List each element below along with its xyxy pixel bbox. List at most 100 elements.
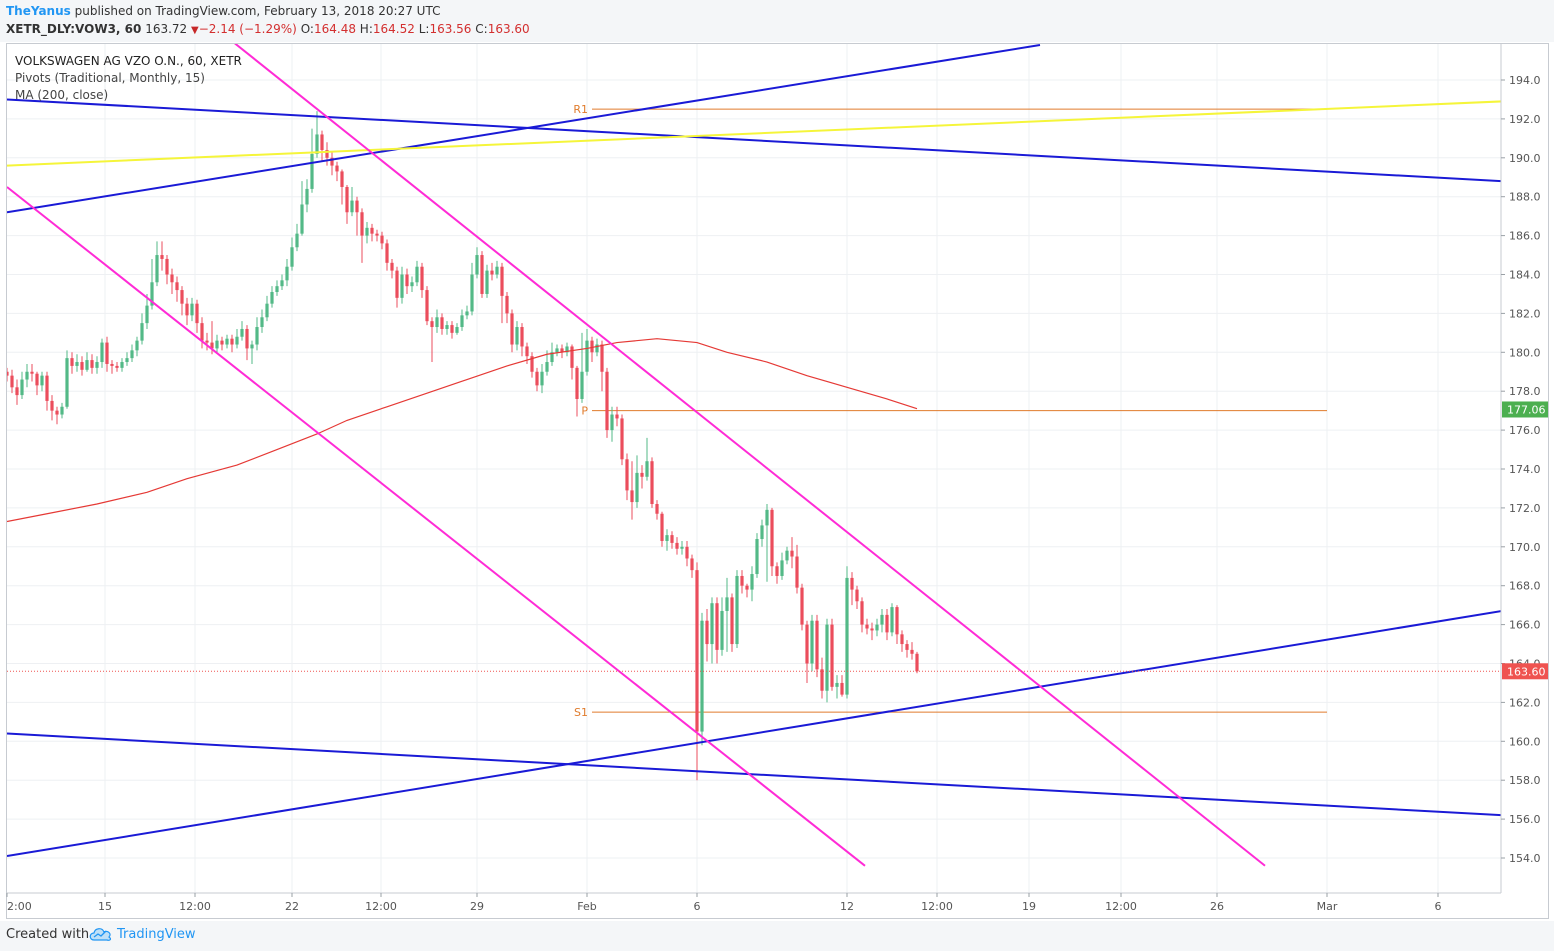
candle-body [630,490,634,503]
candle-body [725,597,729,611]
candle-body [650,461,654,505]
candle-body [140,323,144,341]
legend-ma[interactable]: MA (200, close) [15,88,109,102]
x-tick-label: Feb [577,900,596,913]
candle-body [625,459,629,491]
x-tick-label: 29 [470,900,484,913]
candle-body [7,371,9,376]
candle-body [570,346,574,368]
symbol-label: XETR_DLY:VOW3, 60 [6,22,142,36]
x-tick-label: 12:00 [1105,900,1137,913]
candle-body [350,200,354,213]
x-tick-label: 2:00 [7,900,32,913]
candle-body [175,282,179,291]
trendline-magenta [234,44,1266,867]
candle-body [225,338,229,345]
candle-body [705,620,709,645]
chart-legend: VOLKSWAGEN AG VZO O.N., 60, XETR Pivots … [15,53,242,104]
pivot-label-r1: R1 [573,103,588,116]
trendline-layer [7,44,1501,867]
candle-body [910,649,914,654]
candle-body [680,546,684,549]
candle-body [450,325,454,333]
candle-body [690,558,694,571]
candle-body [905,644,909,650]
candle-body [685,546,689,559]
y-tick-label: 154.0 [1509,852,1541,865]
candle-body [480,255,484,294]
candle-body [710,603,714,645]
down-triangle-icon: ▼ [191,25,199,36]
candle-body [605,371,609,431]
candle-body [310,153,314,189]
low-value: 163.56 [429,22,472,36]
candle-body [395,270,399,298]
low-label: L: [418,22,430,36]
chart-frame[interactable] [6,43,1549,919]
candle-body [150,282,154,306]
tradingview-link[interactable]: TradingView [117,927,196,942]
candle-body [755,539,759,575]
y-tick-label: 180.0 [1509,346,1541,359]
candle-body [770,509,774,567]
candle-body [645,461,649,477]
candle-body [740,575,744,586]
candle-body [635,472,639,503]
trendline-blue [7,732,1501,817]
candle-body [305,188,309,205]
candle-body [475,255,479,275]
candle-body [45,375,49,401]
candle-body [355,200,359,213]
candle-body [145,305,149,324]
x-tick-label: 15 [98,900,112,913]
y-tick-label: 178.0 [1509,385,1541,398]
candle-body [55,410,59,415]
y-tick-label: 192.0 [1509,113,1541,126]
y-tick-label: 188.0 [1509,191,1541,204]
candle-body [670,535,674,543]
candle-body [600,344,604,372]
y-tick-label: 174.0 [1509,463,1541,476]
candle-body [550,352,554,363]
candle-body [265,303,269,318]
candle-body [825,624,829,691]
candle-body [505,295,509,314]
candle-body [400,274,404,298]
candle-body [615,414,619,419]
candle-body [880,614,884,625]
candle-body [135,340,139,351]
candle-body [335,165,339,172]
candle-body [520,327,524,347]
candle-body [110,363,114,366]
candle-body [285,266,289,281]
candle-body [35,373,39,386]
candle-body [655,504,659,514]
candle-body [675,542,679,549]
candle-body [385,243,389,263]
candle-body [275,286,279,293]
candle-body [565,346,569,353]
candle-body [255,327,259,345]
candle-body [895,607,899,635]
y-tick-label: 156.0 [1509,813,1541,826]
candle-body [25,371,29,380]
candle-body [510,313,514,345]
candle-body [60,406,64,415]
candle-body [750,574,754,590]
candle-body [660,513,664,541]
candle-body [820,669,824,691]
candle-body [545,362,549,372]
candle-body [780,560,784,576]
legend-pivots[interactable]: Pivots (Traditional, Monthly, 15) [15,71,205,85]
candle-body [300,204,304,234]
author-link[interactable]: TheYanus [6,4,71,18]
candle-body [830,624,834,687]
candle-body [160,255,164,259]
candle-body [165,258,169,275]
candle-body [840,682,844,695]
candle-body [215,340,219,349]
last-price-tag: 163.60 [1507,665,1546,678]
candle-body [30,371,34,374]
candle-body [805,624,809,664]
